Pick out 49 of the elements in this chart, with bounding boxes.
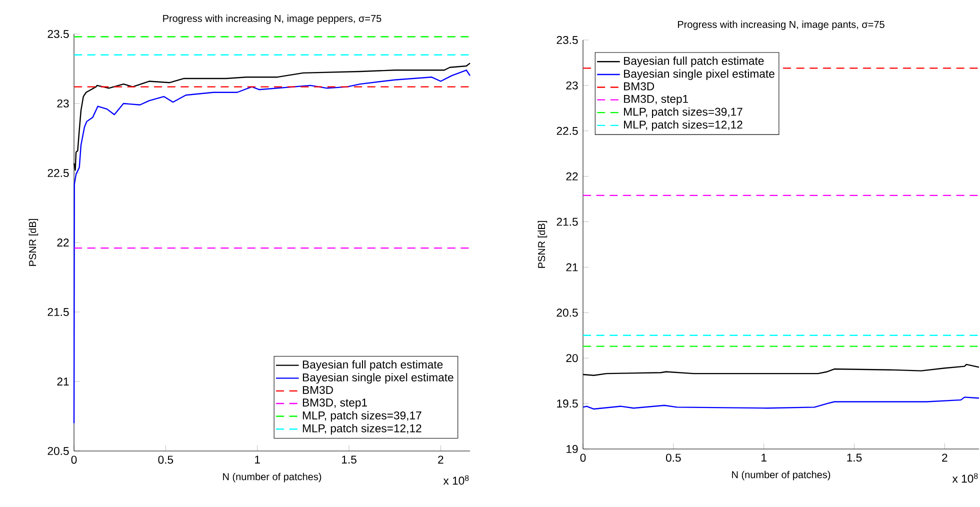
x-tick-label: 0 — [71, 456, 77, 464]
y-tick-label: 21 — [566, 263, 578, 272]
line-series — [73, 70, 471, 424]
legend-label: Bayesian full patch estimate — [624, 56, 764, 68]
y-tick-label: 19 — [566, 444, 578, 454]
legend-label: MLP, patch sizes=39,17 — [302, 411, 422, 422]
y-tick-label: 23 — [566, 81, 578, 90]
chart-title: Progress with increasing N, image pants, σ=75 — [678, 20, 884, 30]
y-tick-label: 20.5 — [556, 308, 578, 317]
text: x 10$^{8}$ — [443, 475, 469, 485]
chart-title: Progress with increasing N, image peppers, σ=75 — [163, 14, 382, 24]
y-tick-label: 22 — [57, 238, 69, 246]
legend-label: BM3D, step1 — [302, 398, 367, 409]
x-tick-label: 0 — [580, 454, 586, 462]
x-tick-label: 0.5 — [158, 456, 174, 464]
y-tick-label: 21.5 — [48, 308, 69, 316]
x-tick-label: 0.5 — [666, 454, 681, 462]
legend-label: Bayesian full patch estimate — [302, 360, 443, 371]
y-tick-label: 22.5 — [556, 126, 578, 135]
y-tick-label: 23.5 — [48, 30, 69, 38]
y-tick-label: 21.5 — [556, 218, 578, 226]
x-tick-label: 1 — [762, 454, 766, 462]
y-tick-label: 22.5 — [48, 168, 69, 178]
x-axis-title: N (number of patches) — [223, 472, 322, 482]
x-axis-title: N (number of patches) — [732, 470, 830, 480]
y-tick-label: 21 — [57, 378, 69, 386]
legend-label: Bayesian single pixel estimate — [624, 69, 774, 80]
x-tick-label: 1.5 — [342, 456, 356, 464]
y-tick-label: 23 — [57, 99, 69, 108]
line-series — [582, 396, 980, 410]
legend-label: MLP, patch sizes=39,17 — [624, 107, 742, 118]
y-tick-label: 20 — [566, 354, 578, 362]
x-tick-label: 1.5 — [847, 454, 862, 462]
x-tick-label: 2 — [942, 454, 948, 462]
legend-label: Bayesian single pixel estimate — [302, 373, 454, 384]
legend-label: BM3D, step1 — [624, 94, 688, 106]
y-axis-title: PSNR [dB] — [538, 221, 548, 268]
legend-label: BM3D — [302, 386, 333, 394]
y-tick-label: 20.5 — [48, 446, 69, 456]
y-tick-label: 19.5 — [557, 400, 578, 408]
text: x 10$^{8}$ — [952, 473, 978, 483]
legend-label: BM3D — [624, 82, 654, 90]
x-tick-label: 2 — [438, 456, 444, 464]
x-tick-label: 1 — [255, 456, 260, 464]
legend-label: MLP, patch sizes=12,12 — [302, 424, 422, 435]
y-tick-label: 23.5 — [556, 36, 578, 44]
y-axis-title: PSNR [dB] — [28, 219, 38, 266]
legend-label: MLP, patch sizes=12,12 — [624, 120, 742, 131]
y-tick-label: 22 — [566, 172, 578, 180]
